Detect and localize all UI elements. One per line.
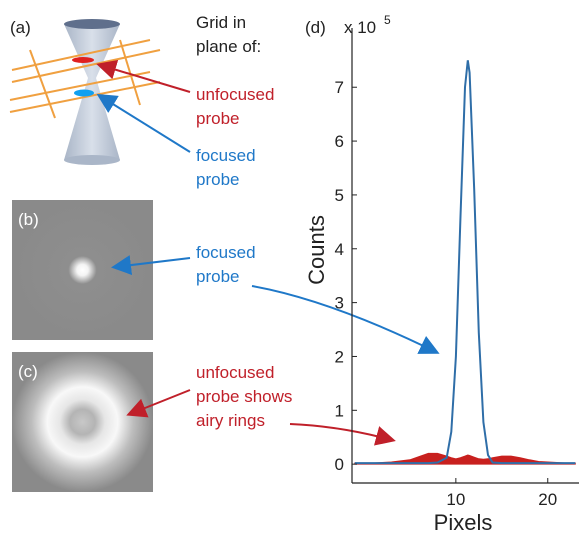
y-tick-label: 2 bbox=[335, 347, 344, 366]
y-axis-label: Counts bbox=[304, 215, 329, 285]
y-tick-label: 4 bbox=[335, 240, 344, 259]
annotation: focused bbox=[196, 243, 256, 262]
annotation: unfocused bbox=[196, 85, 274, 104]
annotation: focused bbox=[196, 146, 256, 165]
annotation: unfocused bbox=[196, 363, 274, 382]
annotation: probe bbox=[196, 267, 239, 286]
line bbox=[354, 60, 576, 465]
annotation: Grid in bbox=[196, 13, 246, 32]
annotation: probe bbox=[196, 170, 239, 189]
y-tick-label: 1 bbox=[335, 401, 344, 420]
panel-label: (c) bbox=[18, 362, 38, 381]
beam-diagram bbox=[9, 19, 161, 165]
y-tick-label: 5 bbox=[335, 186, 344, 205]
x-tick-label: 10 bbox=[446, 490, 465, 509]
y-tick-label: 7 bbox=[335, 78, 344, 97]
y-tick-label: 3 bbox=[335, 294, 344, 313]
annotation: airy rings bbox=[196, 411, 265, 430]
panel-label: (d) bbox=[305, 18, 326, 37]
y-tick-label: 6 bbox=[335, 132, 344, 151]
x-axis-label: Pixels bbox=[434, 510, 493, 534]
y-multiplier-exp: 5 bbox=[384, 13, 391, 27]
panel-label: (a) bbox=[10, 18, 31, 37]
annotation: probe shows bbox=[196, 387, 292, 406]
y-multiplier: x 10 bbox=[344, 18, 376, 37]
x-tick-label: 20 bbox=[538, 490, 557, 509]
annotation: plane of: bbox=[196, 37, 261, 56]
y-tick-label: 0 bbox=[335, 455, 344, 474]
annotation: probe bbox=[196, 109, 239, 128]
unfocused-image bbox=[12, 352, 153, 492]
arrows bbox=[96, 60, 440, 446]
panel-label: (b) bbox=[18, 210, 39, 229]
